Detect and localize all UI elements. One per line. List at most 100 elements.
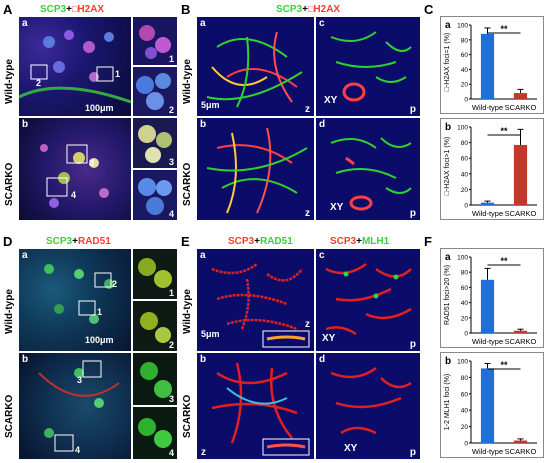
panel-d-inset-label-2: 2 <box>168 340 174 350</box>
y-tick-label: 60 <box>461 156 469 163</box>
y-tick-label: 100 <box>457 125 468 132</box>
bar-wildtype <box>480 202 495 205</box>
panel-d-inset-label-3: 3 <box>168 394 174 404</box>
y-tick-label: 60 <box>461 52 469 59</box>
y-tick-label: 80 <box>461 37 469 44</box>
y-tick-label: 100 <box>457 359 468 366</box>
bar-wildtype <box>480 33 495 99</box>
panel-b-header-plus: + <box>302 4 308 15</box>
significance-label: ** <box>500 24 508 34</box>
panel-a-sub-a: a <box>22 18 28 29</box>
panel-a-box-label-3: 3 <box>89 158 95 168</box>
panel-a-header-h2ax: H2AX <box>77 4 105 15</box>
panel-a-header-plus: + <box>66 4 72 15</box>
panel-e-spread-b: b z <box>196 352 315 460</box>
panel-b-xy-d: XY <box>330 202 344 213</box>
chart-f-a: a RAD51 foci>20 (%) 0 20 40 60 80 100 Wild-type S… <box>440 248 544 348</box>
significance-label: ** <box>500 126 508 136</box>
panel-e-header1-scp3: SCP3 <box>228 236 255 247</box>
x-tick-label: Wild-type <box>472 337 503 346</box>
panel-e-spread-d: d XY p <box>315 352 421 460</box>
x-tick-label: SCARKO <box>505 209 537 218</box>
panel-e-header-right: SCP3+MLH1 <box>330 236 389 247</box>
panel-e-sub-d: d <box>319 354 326 365</box>
bar-wildtype <box>480 368 495 443</box>
y-tick-label: 40 <box>461 300 469 307</box>
panel-d-sub-a: a <box>22 250 28 261</box>
y-tick-label: 0 <box>464 203 468 210</box>
chart-c-b: b □-H2AX foci>1 (%) 0 20 40 60 80 100 Wild-type S… <box>440 118 544 220</box>
chart-ylabel: 1-2 MLH1 foci (%) <box>444 374 451 430</box>
panel-c-letter: C <box>424 2 434 17</box>
panel-d-header-plus: + <box>72 236 78 247</box>
x-tick-label: SCARKO <box>505 337 537 346</box>
x-tick-label: Wild-type <box>472 103 503 112</box>
y-tick-label: 100 <box>457 23 468 30</box>
panel-d-micrograph-top: a 2 1 100μm <box>18 248 132 352</box>
panel-d-micrograph-bottom: b 3 4 <box>18 352 132 460</box>
panel-a-row-top: Wild-type <box>4 59 15 104</box>
chart-sub-label: b <box>445 356 451 367</box>
y-tick-label: 80 <box>461 270 469 277</box>
panel-e-header2-scp3: SCP3 <box>330 236 357 247</box>
chart-ylabel: □-H2AX foci>1 (%) <box>444 137 451 196</box>
panel-b-spread-b: b z <box>196 117 315 221</box>
y-tick-label: 60 <box>461 391 469 398</box>
y-tick-label: 20 <box>461 424 469 431</box>
panel-e-xy-d: XY <box>344 443 358 454</box>
panel-d-header-rad51: RAD51 <box>77 236 111 247</box>
panel-b-header-scp3: SCP3 <box>276 4 303 15</box>
panel-d-header: SCP3+RAD51 <box>46 236 111 247</box>
bar-scarko <box>513 330 528 333</box>
panel-a-scale-bar: 100μm <box>85 103 114 113</box>
panel-a-inset-4: 4 <box>132 169 178 221</box>
panel-e-sub-b: b <box>200 354 207 365</box>
chart-f-b: b 1-2 MLH1 foci (%) 0 20 40 60 80 100 Wild-type S… <box>440 352 544 458</box>
y-tick-label: 20 <box>461 82 469 89</box>
panel-e-header-left: SCP3+RAD51 <box>228 236 293 247</box>
panel-b-corner-a: z <box>305 104 310 115</box>
bar-scarko <box>513 440 528 443</box>
bar-scarko <box>513 144 528 205</box>
panel-b-row-top: Wild-type <box>182 59 193 104</box>
panel-e-sub-a: a <box>200 250 206 261</box>
panel-a-header: SCP3+□H2AX <box>40 4 104 15</box>
panel-b-xy-c: XY <box>324 95 338 106</box>
panel-a-header-scp3: SCP3 <box>40 4 67 15</box>
panel-b-letter: B <box>181 2 191 17</box>
panel-b-sub-c: c <box>319 18 325 29</box>
chart-ylabel: □-H2AX foci=1 (%) <box>444 33 451 92</box>
panel-a-inset-label-3: 3 <box>168 157 174 167</box>
panel-a-box-label-1: 1 <box>115 69 121 79</box>
panel-d-box-label-2: 2 <box>112 279 118 289</box>
panel-b-spread-d: d XY p <box>315 117 421 221</box>
panel-e-header2-plus: + <box>356 236 362 247</box>
panel-d-inset-4: 4 <box>132 406 178 460</box>
panel-b-row-bottom: SCARKO <box>182 162 193 206</box>
panel-d-inset-1: 1 <box>132 248 178 300</box>
panel-e-scale-bar: 5μm <box>201 329 220 339</box>
chart-ylabel: RAD51 foci>20 (%) <box>444 265 451 325</box>
panel-d-inset-label-1: 1 <box>168 288 174 298</box>
y-tick-label: 80 <box>461 140 469 147</box>
panel-d-box-label-1: 1 <box>97 307 103 317</box>
panel-d-sub-b: b <box>22 354 29 365</box>
x-tick-label: Wild-type <box>472 447 503 456</box>
panel-b-sub-d: d <box>319 119 326 130</box>
panel-e-corner-d: p <box>409 447 416 458</box>
y-tick-label: 0 <box>464 441 468 448</box>
panel-a-inset-3: 3 <box>132 117 178 169</box>
y-tick-label: 80 <box>461 375 469 382</box>
panel-b-sub-b: b <box>200 119 207 130</box>
panel-e-header1-rad51: RAD51 <box>259 236 293 247</box>
panel-a-inset-label-1: 1 <box>168 54 174 64</box>
panel-e-corner-c: p <box>409 339 416 350</box>
panel-d-box-label-3: 3 <box>77 375 83 385</box>
panel-a-tubule-top <box>19 30 131 104</box>
panel-e-sub-c: c <box>319 250 325 261</box>
x-tick-label: SCARKO <box>505 447 537 456</box>
panel-e-row-bottom: SCARKO <box>182 394 193 438</box>
panel-b-sub-a: a <box>200 18 206 29</box>
y-tick-label: 40 <box>461 67 469 74</box>
panel-a-row-bottom: SCARKO <box>4 162 15 206</box>
